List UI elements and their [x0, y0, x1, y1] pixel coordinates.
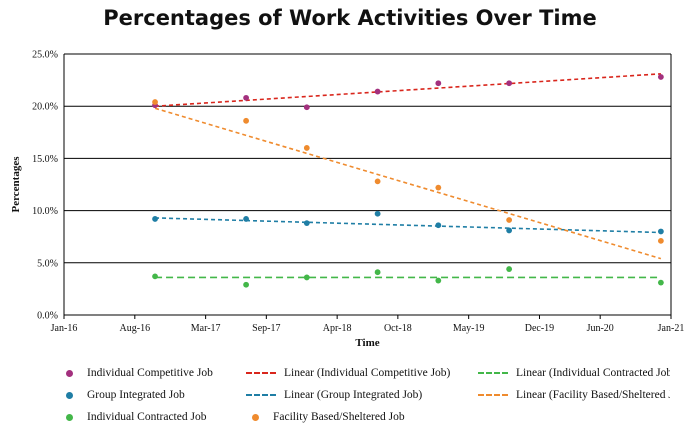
- x-tick-label: Jun-20: [587, 323, 614, 334]
- trendline: [154, 73, 661, 107]
- y-tick-label: 0.0%: [37, 311, 58, 322]
- legend-label: Individual Contracted Job: [87, 411, 207, 423]
- y-tick-label: 15.0%: [32, 154, 58, 165]
- legend-label: Linear (Facility Based/Sheltered Job): [516, 389, 670, 401]
- legend-marker-icon: [66, 369, 73, 377]
- trendline: [155, 217, 661, 234]
- legend-item: Group Integrated Job: [60, 386, 246, 404]
- data-point: [657, 237, 664, 244]
- data-point: [303, 274, 310, 281]
- legend-line-icon: [478, 372, 508, 375]
- legend-item: Linear (Group Integrated Job): [246, 386, 478, 404]
- legend-label: Group Integrated Job: [87, 389, 185, 401]
- chart-title: Percentages of Work Activities Over Time: [103, 6, 597, 30]
- x-tick-label: Oct-18: [384, 323, 412, 334]
- x-tick-label: Apr-18: [323, 323, 352, 334]
- data-point: [303, 145, 310, 151]
- data-point: [657, 279, 664, 286]
- legend-marker-icon: [252, 413, 259, 421]
- data-point: [374, 88, 381, 95]
- data-point: [506, 227, 513, 234]
- data-point: [243, 216, 250, 222]
- x-tick-label: Jan-16: [51, 323, 78, 334]
- legend-item: Linear (Individual Contracted Job): [478, 364, 670, 382]
- legend-item: Linear (Individual Competitive Job): [246, 364, 478, 382]
- y-tick-label: 25.0%: [32, 50, 58, 61]
- data-point: [303, 220, 310, 227]
- legend-line-icon: [246, 394, 276, 397]
- legend-item: Individual Competitive Job: [60, 364, 246, 382]
- x-axis-title: Time: [355, 337, 379, 349]
- trendline: [154, 107, 662, 260]
- data-point: [374, 210, 381, 217]
- legend-marker-icon: [66, 413, 73, 421]
- x-tick-label: Jan-21: [658, 323, 685, 334]
- x-tick-label: Dec-19: [525, 323, 554, 334]
- legend-label: Individual Competitive Job: [87, 367, 213, 379]
- legend-item: Individual Contracted Job: [60, 408, 246, 426]
- x-tick-label: Sep-17: [252, 323, 280, 334]
- y-axis-title: Percentages: [10, 156, 22, 213]
- data-point: [506, 266, 513, 272]
- y-tick-label: 10.0%: [32, 206, 58, 217]
- data-point: [657, 74, 664, 80]
- data-point: [435, 277, 442, 284]
- data-point: [435, 80, 442, 87]
- data-point: [243, 117, 250, 124]
- legend-label: Linear (Individual Contracted Job): [516, 367, 670, 379]
- data-point: [374, 269, 381, 276]
- legend-label: Linear (Group Integrated Job): [284, 389, 423, 401]
- data-point: [506, 217, 513, 223]
- legend-marker-icon: [66, 391, 73, 399]
- x-tick-label: Aug-16: [120, 323, 151, 334]
- data-point: [657, 228, 664, 235]
- data-point: [303, 104, 310, 111]
- data-point: [435, 184, 442, 191]
- legend-line-icon: [246, 372, 276, 375]
- x-tick-label: Mar-17: [191, 323, 221, 334]
- data-point: [374, 178, 381, 185]
- legend-line-icon: [478, 394, 508, 397]
- legend-label: Facility Based/Sheltered Job: [273, 411, 405, 423]
- data-point: [152, 99, 158, 105]
- legend-item: Facility Based/Sheltered Job: [246, 408, 478, 426]
- legend-item: Linear (Facility Based/Sheltered Job): [478, 386, 670, 404]
- data-point: [152, 216, 158, 222]
- y-tick-label: 5.0%: [37, 258, 58, 269]
- data-point: [152, 273, 158, 280]
- y-tick-label: 20.0%: [32, 102, 58, 113]
- data-point: [243, 94, 250, 101]
- data-point: [435, 222, 442, 229]
- legend-label: Linear (Individual Competitive Job): [284, 367, 451, 379]
- data-point: [243, 281, 250, 288]
- data-point: [506, 80, 513, 87]
- chart-legend: Individual Competitive Job Linear (Indivi…: [60, 364, 670, 430]
- x-tick-label: May-19: [453, 323, 485, 334]
